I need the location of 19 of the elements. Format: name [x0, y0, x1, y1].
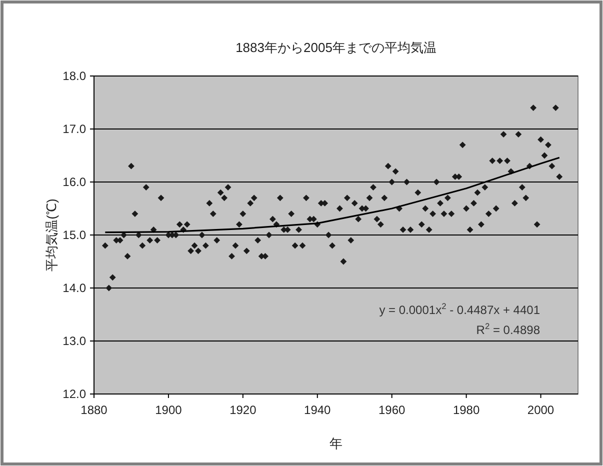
y-tick-label: 13.0 — [62, 334, 86, 348]
annotation: y = 0.0001x$^{2}$ - 0.4487x + 4401 — [379, 301, 540, 317]
x-tick-label: 1960 — [378, 403, 406, 417]
x-tick-label: 1900 — [155, 403, 182, 417]
y-tick-label: 17.0 — [62, 122, 86, 136]
x-axis-title: 年 — [330, 436, 342, 451]
y-tick-label: 16.0 — [62, 175, 86, 189]
y-tick-label: 12.0 — [62, 387, 86, 401]
chart-title: 1883年から2005年までの平均気温 — [236, 40, 436, 55]
y-tick-label: 15.0 — [62, 228, 86, 242]
x-tick-label: 1980 — [452, 403, 480, 417]
y-axis-title: 平均気温(℃) — [44, 198, 59, 272]
y-tick-label: 18.0 — [62, 69, 86, 83]
x-tick-label: 2000 — [527, 403, 554, 417]
annotation: R$^{2}$ = 0.4898 — [476, 321, 540, 337]
x-tick-label: 1880 — [80, 403, 108, 417]
x-tick-label: 1920 — [230, 403, 257, 417]
x-tick-label: 1940 — [304, 403, 332, 417]
y-tick-label: 14.0 — [62, 281, 86, 295]
